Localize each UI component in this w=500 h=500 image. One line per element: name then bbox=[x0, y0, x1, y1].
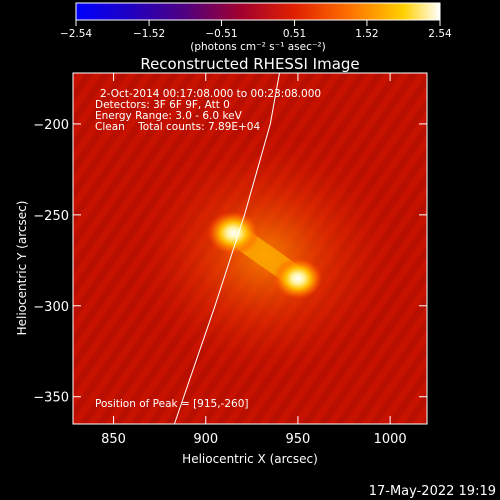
axis-ticks: 850 900 950 1000 −200 −250 −300 −350 bbox=[33, 73, 427, 447]
y-tick-label-350: −350 bbox=[33, 391, 69, 406]
solar-limb-curve bbox=[173, 73, 280, 424]
colorbar-tick-label-5: 2.54 bbox=[428, 28, 452, 40]
colorbar-gradient bbox=[75, 2, 441, 21]
y-axis-label: Heliocentric Y (arcsec) bbox=[15, 201, 29, 336]
x-tick-label-950: 950 bbox=[286, 432, 311, 447]
y-tick-label-300: −300 bbox=[33, 300, 69, 315]
info-line-4: Clean Total counts: 7.89E+04 bbox=[95, 121, 260, 133]
source-1 bbox=[207, 211, 260, 256]
x-tick-label-900: 900 bbox=[193, 432, 218, 447]
source-2 bbox=[273, 257, 323, 300]
y-tick-label-200: −200 bbox=[33, 118, 69, 133]
info-line-2: Detectors: 3F 6F 9F, Att 0 bbox=[95, 99, 230, 111]
footer-timestamp: 17-May-2022 19:19 bbox=[369, 484, 496, 499]
x-axis-label: Heliocentric X (arcsec) bbox=[182, 452, 318, 466]
x-tick-label-850: 850 bbox=[101, 432, 126, 447]
plot-frame bbox=[72, 72, 428, 425]
colorbar-tick-label-1: −1.52 bbox=[133, 28, 165, 40]
info-text: 2-Oct-2014 00:17:08.000 to 00:23:08.000D… bbox=[95, 88, 321, 133]
colorbar-tick-label-3: 0.51 bbox=[283, 28, 306, 40]
peak-position-label: Position of Peak = [915,-260] bbox=[95, 398, 249, 410]
chart-title: Reconstructed RHESSI Image bbox=[140, 55, 359, 73]
y-tick-label-250: −250 bbox=[33, 209, 69, 224]
colorbar: −2.54 −1.52 −0.51 0.51 1.52 2.54 (photons cm⁻… bbox=[60, 2, 452, 53]
colorbar-tick-label-2: −0.51 bbox=[205, 28, 237, 40]
colorbar-unit-label: (photons cm⁻² s⁻¹ asec⁻²) bbox=[190, 41, 325, 53]
colorbar-tick-label-4: 1.52 bbox=[355, 28, 378, 40]
info-line-1: 2-Oct-2014 00:17:08.000 to 00:23:08.000 bbox=[100, 88, 321, 100]
plot-area: 850 900 950 1000 −200 −250 −300 −350 2-Oct-2014… bbox=[33, 72, 428, 447]
colorbar-tick-label-0: −2.54 bbox=[60, 28, 92, 40]
sources bbox=[207, 211, 323, 300]
x-tick-label-1000: 1000 bbox=[374, 432, 407, 447]
info-line-3: Energy Range: 3.0 - 6.0 keV bbox=[95, 110, 243, 122]
colorbar-ticks: −2.54 −1.52 −0.51 0.51 1.52 2.54 bbox=[60, 20, 452, 40]
